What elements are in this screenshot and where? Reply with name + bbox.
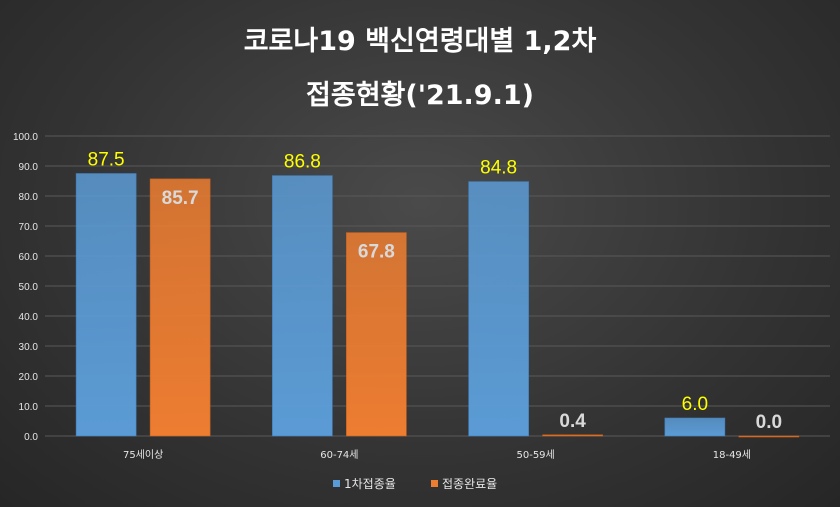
chart-title-line-1: 코로나19 백신연령대별 1,2차 xyxy=(244,26,597,57)
legend-swatch xyxy=(333,480,340,487)
bars xyxy=(75,173,800,438)
legend-swatch xyxy=(431,480,438,487)
x-tick-label: 75세이상 xyxy=(123,449,163,461)
y-axis: 0.0 10.0 20.0 30.0 40.0 50.0 60.0 70.0 80.0 90.0 1… xyxy=(13,132,38,443)
y-tick-label: 80.0 xyxy=(19,192,39,203)
data-label: 87.5 xyxy=(88,150,125,171)
bar-fully-vaccinated xyxy=(149,178,211,437)
y-tick-label: 0.0 xyxy=(24,432,38,443)
data-label: 85.7 xyxy=(162,188,199,209)
data-label: 67.8 xyxy=(358,242,395,263)
bar-first-dose xyxy=(272,175,333,437)
x-tick-label: 60-74세 xyxy=(320,449,358,461)
y-tick-label: 70.0 xyxy=(19,222,39,233)
y-tick-label: 40.0 xyxy=(19,312,39,323)
chart-title-line-2: 접종현황('21.9.1) xyxy=(306,80,534,111)
x-tick-label: 50-59세 xyxy=(516,449,554,461)
y-tick-label: 30.0 xyxy=(19,342,39,353)
data-label: 0.0 xyxy=(756,412,782,433)
legend-label: 접종완료율 xyxy=(442,477,497,491)
data-label: 86.8 xyxy=(284,152,321,173)
y-tick-label: 10.0 xyxy=(19,402,39,413)
legend-label: 1차접종율 xyxy=(344,477,396,491)
legend-item: 접종완료율 xyxy=(431,477,497,491)
bar-first-dose xyxy=(664,417,726,437)
x-tick-label: 18-49세 xyxy=(713,449,751,461)
bar-fully-vaccinated xyxy=(346,232,407,437)
legend: 1차접종율 접종완료율 xyxy=(333,477,497,491)
y-tick-label: 20.0 xyxy=(19,372,39,383)
data-label: 84.8 xyxy=(480,158,517,179)
legend-item: 1차접종율 xyxy=(333,477,396,491)
data-label: 6.0 xyxy=(682,394,708,415)
data-label: 0.4 xyxy=(559,411,586,432)
y-tick-label: 90.0 xyxy=(19,162,39,173)
y-tick-label: 60.0 xyxy=(19,252,39,263)
bar-first-dose xyxy=(75,173,137,437)
bar-fully-vaccinated xyxy=(542,434,603,437)
y-tick-label: 100.0 xyxy=(13,132,38,143)
bar-first-dose xyxy=(468,181,529,437)
bar-fully-vaccinated xyxy=(738,435,800,438)
y-tick-label: 50.0 xyxy=(19,282,39,293)
x-axis: 75세이상 60-74세 50-59세 18-49세 xyxy=(123,449,751,461)
data-labels: 87.5 85.7 86.8 67.8 84.8 0.4 6.0 0.0 xyxy=(88,150,782,434)
